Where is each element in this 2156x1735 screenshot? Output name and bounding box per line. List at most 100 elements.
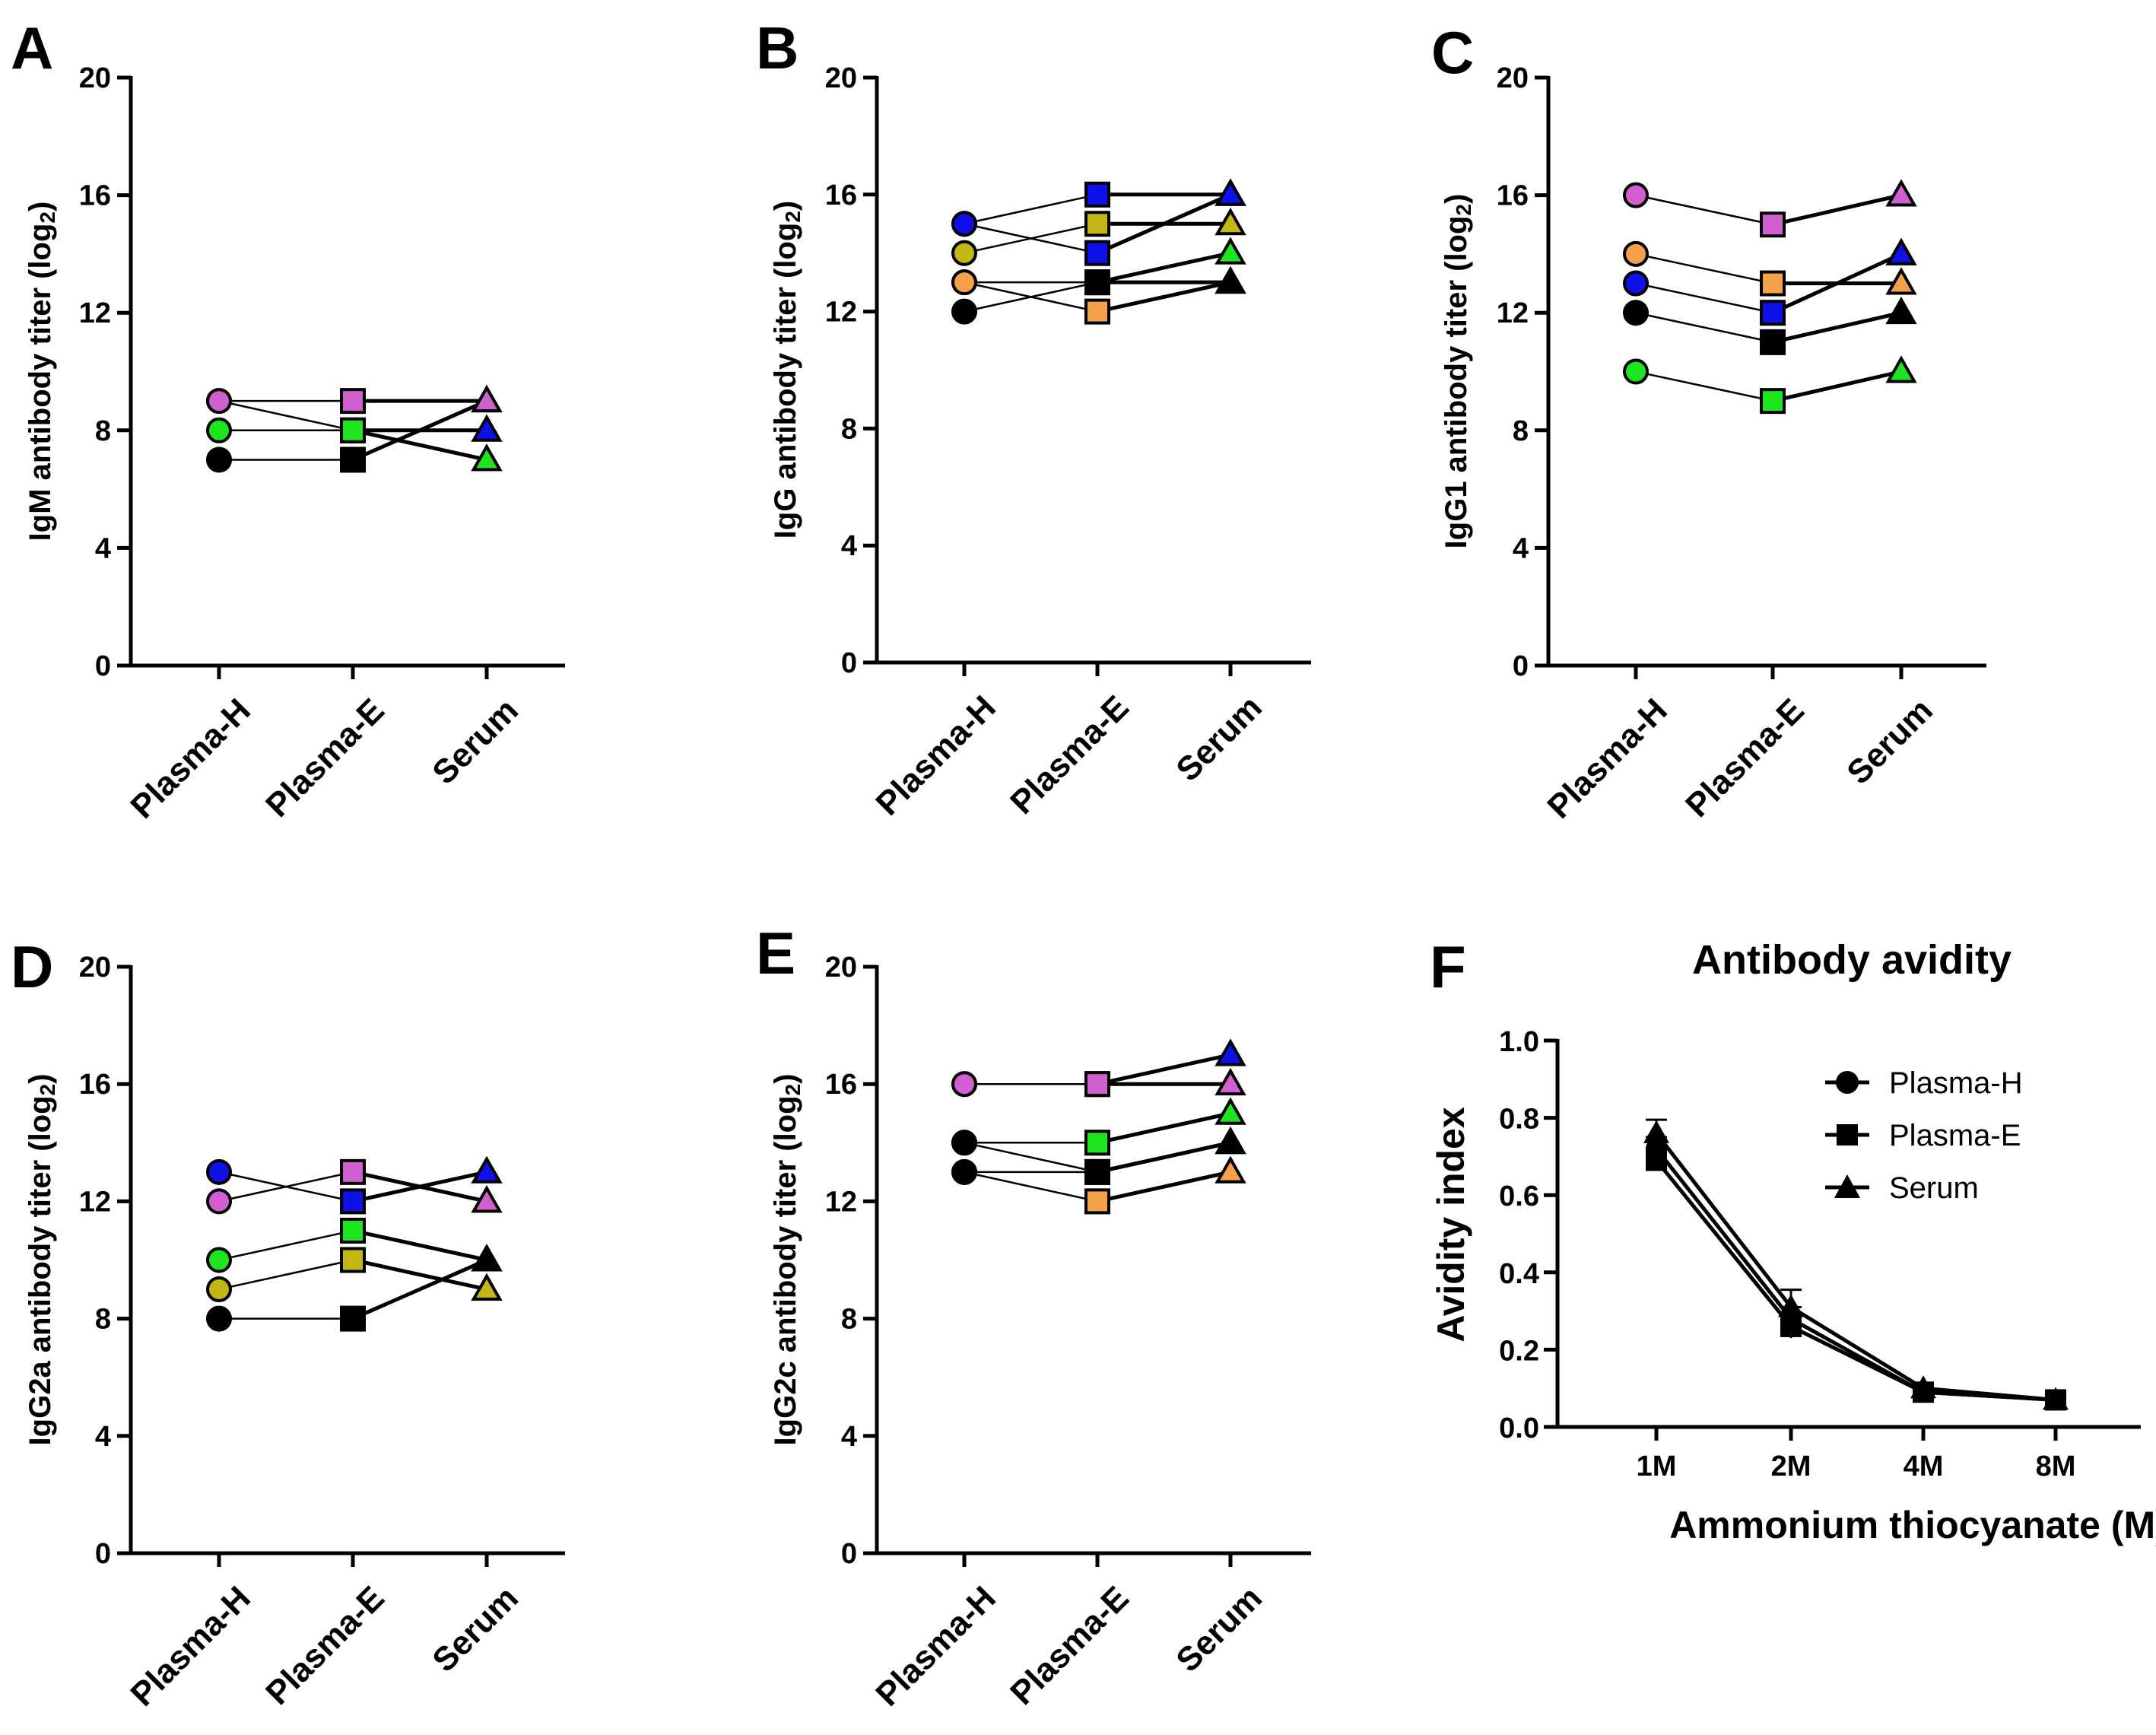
- panel-e-series-5-point-1-square-marker: [1084, 1158, 1110, 1185]
- x-category-label: Serum: [425, 1579, 525, 1679]
- panel-a-series-2-point-1-square-marker: [340, 446, 366, 473]
- panel-b-series-4-segment: [1097, 280, 1231, 314]
- y-tick-label: 8: [95, 1304, 111, 1336]
- avidity-serum-point-1: [1778, 1294, 1804, 1317]
- panel-a-series-0-point-2-triangle-marker: [471, 414, 503, 442]
- x-category-label: Plasma-H: [868, 688, 1002, 822]
- x-category-label: Plasma-H: [868, 1579, 1002, 1713]
- panel-c-series-4-segment: [1635, 370, 1773, 402]
- panel-c-series-4-point-2-triangle-marker: [1885, 355, 1917, 383]
- panel-e-series-4-point-1-square-marker: [1084, 1188, 1110, 1215]
- panel-c-series-2-point-0-circle-marker: [1623, 270, 1649, 297]
- y-tick-label: 4: [841, 530, 857, 562]
- avidity-x-tick-label: 8M: [2036, 1451, 2076, 1482]
- avidity-plasma-e-line: [1655, 1158, 2056, 1402]
- y-axis-label-subscript: 2: [36, 211, 59, 224]
- y-axis-label-close: ): [769, 201, 802, 211]
- panel-b-series-2-segment: [964, 223, 1098, 254]
- y-tick-label: 12: [79, 1186, 111, 1218]
- y-axis-label: IgG2a antibody titer (log2): [24, 1074, 60, 1446]
- x-category-label: Serum: [1169, 688, 1269, 788]
- y-tick-label: 8: [1513, 415, 1529, 447]
- panel-e-series-3-point-0-circle-marker: [951, 1130, 977, 1156]
- panel-c-series-1-point-1-square-marker: [1760, 270, 1786, 297]
- panel-c-series-2-point-1-square-marker: [1760, 300, 1786, 326]
- panel-d-series-4-point-1-square-marker: [340, 1305, 366, 1332]
- panel-c-series: [1623, 179, 1917, 415]
- y-tick-label: 0: [95, 1538, 111, 1570]
- panel-d-series-2-segment: [352, 1228, 487, 1262]
- panel-c-series-4-point-1-square-marker: [1760, 388, 1786, 415]
- panel-d-series-1-point-2-triangle-marker: [471, 1185, 503, 1213]
- panel-d-series-2-point-1-square-marker: [340, 1217, 366, 1244]
- legend-label-serum: Serum: [1889, 1171, 1979, 1205]
- panel-b-axes: 0 4 8 12 16 20 Plasma-H Plasma-E Serum IgG antibo…: [769, 62, 1311, 823]
- panel-b-series-2-point-2-triangle-marker: [1215, 207, 1246, 236]
- avidity-serum-line: [1655, 1132, 2056, 1402]
- panel-b-series-3-point-2-triangle-marker: [1215, 237, 1246, 265]
- panel-b-series-5-point-0-circle-marker: [951, 298, 977, 325]
- legend-label-plasma-h: Plasma-H: [1889, 1066, 2023, 1100]
- panel-e-series-4-segment: [964, 1171, 1098, 1203]
- panel-a-series-1-point-0-circle-marker: [206, 417, 232, 443]
- panel-letter-a: A: [11, 14, 53, 81]
- y-tick-label: 4: [1513, 532, 1529, 564]
- panel-letter-e: E: [756, 920, 795, 987]
- panel-c-axes: 0 4 8 12 16 20 Plasma-H Plasma-E Serum IgG1 antib…: [1440, 62, 1986, 826]
- y-tick-label: 8: [841, 413, 857, 445]
- panel-c-series-0-segment: [1772, 193, 1902, 227]
- panel-e: E 0 4 8 12 16 20 Plasma-H Plasma-E Serum IgG2c an…: [756, 920, 1311, 1714]
- panel-a-series-3-point-2-triangle-marker: [471, 384, 503, 413]
- panel-c-series-4-segment: [1772, 370, 1902, 403]
- y-tick-label: 16: [825, 180, 857, 211]
- avidity-x-tick-label: 1M: [1637, 1451, 1677, 1482]
- panel-e-series-4-segment: [1097, 1170, 1231, 1203]
- y-tick-label: 8: [95, 415, 111, 447]
- y-axis-label: IgG antibody titer (log2): [769, 201, 805, 539]
- y-tick-label: 12: [825, 297, 857, 329]
- panel-d-series-1-segment: [218, 1171, 354, 1203]
- panel-d-axes: 0 4 8 12 16 20 Plasma-H Plasma-E Serum IgG2a anti…: [24, 952, 565, 1714]
- y-tick-label: 20: [1497, 62, 1529, 94]
- legend-triangle-marker: [1834, 1174, 1860, 1198]
- y-tick-label: 0: [841, 647, 857, 679]
- panel-e-series-5-point-2-triangle-marker: [1215, 1126, 1246, 1155]
- y-axis-label-main: IgG2c antibody titer (log: [769, 1095, 802, 1445]
- y-tick-label: 0: [841, 1538, 857, 1570]
- panel-d-series-3-point-0-circle-marker: [206, 1276, 232, 1303]
- panel-f: F Antibody avidity Ammonium thiocyanate …: [1430, 933, 2156, 1546]
- panel-b-series-5-segment: [964, 281, 1098, 313]
- panel-b-series-0-point-1-square-marker: [1084, 181, 1110, 208]
- panel-a-series-3-point-0-circle-marker: [206, 388, 232, 415]
- y-axis-label: IgG2c antibody titer (log2): [769, 1074, 805, 1446]
- avidity-serum-point-2: [1910, 1375, 1936, 1399]
- avidity-axes: 0.0 0.2 0.4 0.6 0.8 1.0 1M 2M 4M 8M: [1499, 1026, 2141, 1482]
- avidity-y-tick-label: 1.0: [1499, 1026, 1539, 1058]
- y-axis-label: IgG1 antibody titer (log2): [1440, 194, 1476, 549]
- y-tick-label: 8: [841, 1304, 857, 1336]
- panel-e-series-1-point-1-square-marker: [1084, 1071, 1110, 1098]
- panel-d-series-1-point-0-circle-marker: [206, 1188, 232, 1215]
- avidity-serum-point-0: [1643, 1120, 1669, 1143]
- y-tick-label: 12: [1497, 297, 1529, 329]
- x-category-label: Plasma-E: [259, 1579, 392, 1712]
- y-tick-label: 0: [95, 650, 111, 682]
- panel-d-series-2-point-0-circle-marker: [206, 1247, 232, 1273]
- y-axis-label-main: IgG antibody titer (log: [769, 223, 802, 539]
- avidity-y-axis-label: Avidity index: [1430, 1107, 1472, 1343]
- y-tick-label: 16: [79, 1069, 111, 1101]
- panel-b-series: [951, 178, 1246, 325]
- panel-e-series-1-point-2-triangle-marker: [1215, 1067, 1246, 1096]
- y-axis-label: IgM antibody titer (log2): [24, 202, 60, 542]
- x-category-label: Plasma-E: [259, 691, 392, 825]
- panel-b-series-0-segment: [964, 193, 1098, 225]
- y-tick-label: 4: [95, 1421, 111, 1453]
- y-tick-label: 20: [825, 62, 857, 94]
- y-tick-label: 4: [95, 532, 111, 564]
- y-tick-label: 16: [1497, 180, 1529, 212]
- panel-letter-d: D: [11, 933, 53, 1000]
- panel-d-series-2-segment: [218, 1229, 354, 1261]
- panel-c-series-3-segment: [1772, 310, 1902, 345]
- x-category-label: Plasma-E: [1003, 1579, 1136, 1712]
- avidity-y-tick-label: 0.2: [1499, 1335, 1539, 1367]
